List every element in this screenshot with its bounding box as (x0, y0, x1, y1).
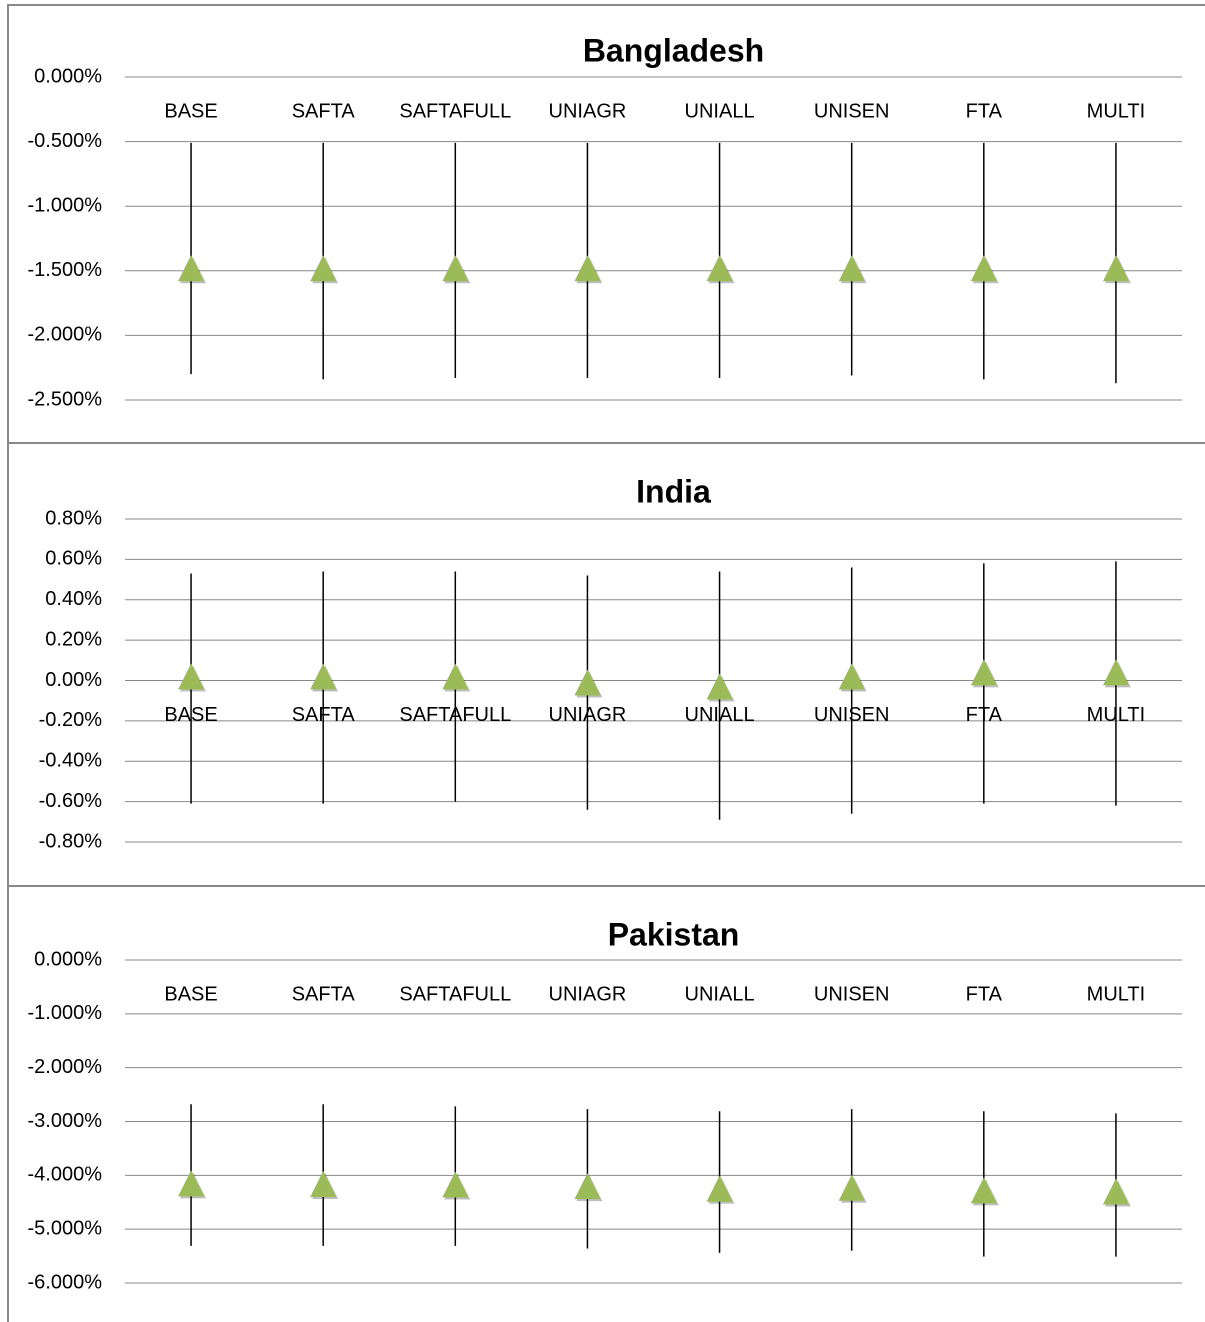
y-tick-label: 0.000% (34, 948, 102, 970)
x-tick-label: MULTI (1087, 983, 1146, 1005)
y-tick-label: -1.500% (28, 259, 103, 281)
y-tick-label: -2.000% (28, 1056, 103, 1078)
marker (838, 663, 865, 690)
marker (1102, 659, 1129, 686)
y-tick-label: -0.60% (39, 790, 103, 812)
x-tick-label: UNISEN (814, 100, 890, 122)
y-tick-label: -0.40% (39, 750, 103, 772)
y-tick-label: -2.500% (28, 388, 103, 410)
x-tick-label: SAFTA (292, 983, 356, 1005)
x-tick-label: BASE (164, 983, 217, 1005)
y-tick-label: -0.80% (39, 830, 103, 852)
marker (706, 1175, 733, 1202)
x-tick-label: UNIALL (685, 100, 755, 122)
marker (970, 255, 997, 282)
x-tick-label: SAFTAFULL (399, 983, 511, 1005)
marker (442, 1171, 469, 1198)
y-tick-label: 0.000% (34, 65, 102, 87)
panel-border (7, 4, 1205, 444)
marker (970, 659, 997, 686)
y-tick-label: -6.000% (28, 1271, 103, 1293)
y-tick-label: -4.000% (28, 1164, 103, 1186)
marker (310, 663, 337, 690)
y-tick-label: -1.000% (28, 1002, 103, 1024)
y-tick-label: -0.20% (39, 709, 103, 731)
marker (838, 255, 865, 282)
x-tick-label: UNIAGR (549, 100, 627, 122)
marker (1102, 1178, 1129, 1205)
panel-border (7, 442, 1205, 887)
marker (178, 255, 205, 282)
x-tick-label: FTA (966, 100, 1003, 122)
marker (178, 1170, 205, 1197)
x-tick-label: UNIALL (685, 983, 755, 1005)
y-tick-label: 0.60% (45, 548, 102, 570)
y-tick-label: 0.00% (45, 669, 102, 691)
y-tick-label: 0.80% (45, 507, 102, 529)
panel-border (7, 885, 1205, 1322)
marker (706, 673, 733, 700)
x-tick-label: FTA (966, 983, 1003, 1005)
y-tick-label: -1.000% (28, 194, 103, 216)
y-tick-label: -5.000% (28, 1217, 103, 1239)
marker (178, 663, 205, 690)
x-tick-label: MULTI (1087, 100, 1146, 122)
chart-title: India (636, 473, 711, 509)
x-tick-label: SAFTA (292, 100, 356, 122)
y-tick-label: -2.000% (28, 324, 103, 346)
marker (970, 1177, 997, 1204)
marker (1102, 255, 1129, 282)
y-tick-label: 0.20% (45, 628, 102, 650)
x-tick-label: UNIAGR (549, 983, 627, 1005)
x-tick-label: UNISEN (814, 983, 890, 1005)
marker (706, 255, 733, 282)
y-tick-label: -3.000% (28, 1110, 103, 1132)
y-tick-label: -0.500% (28, 130, 103, 152)
marker (310, 255, 337, 282)
marker (442, 663, 469, 690)
y-tick-label: 0.40% (45, 588, 102, 610)
marker (574, 669, 601, 696)
chart-title: Bangladesh (583, 32, 764, 68)
x-tick-label: BASE (164, 100, 217, 122)
marker (574, 255, 601, 282)
marker (838, 1174, 865, 1201)
marker (574, 1173, 601, 1200)
x-tick-label: SAFTAFULL (399, 100, 511, 122)
marker (310, 1170, 337, 1197)
chart-title: Pakistan (608, 916, 740, 952)
marker (442, 255, 469, 282)
